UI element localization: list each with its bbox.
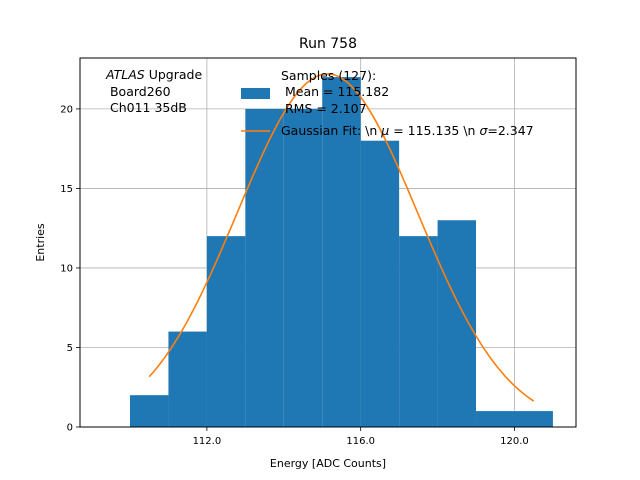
- y-axis-ticks: 0 5 10 15 20: [60, 104, 80, 434]
- x-axis-label: Energy [ADC Counts]: [270, 457, 386, 470]
- y-tick-label-0: 0: [67, 423, 73, 434]
- histogram-bar-4: [283, 108, 323, 428]
- histogram-bar-2: [206, 236, 246, 427]
- histogram-bar-1: [168, 331, 207, 427]
- legend-fit-mu-symbol: μ: [380, 123, 389, 138]
- legend-hist-label-1: Samples (127):: [281, 68, 376, 83]
- histogram-bar-5: [322, 77, 361, 427]
- chart-title: Run 758: [299, 36, 357, 52]
- histogram-bar-3: [245, 108, 284, 428]
- histogram-bar-7: [399, 236, 438, 427]
- annotation-line-2: Board260: [106, 84, 171, 99]
- annotation-line-1: ATLAS Upgrade: [105, 67, 202, 82]
- histogram-bar-10: [514, 411, 553, 427]
- y-tick-label-2: 10: [60, 263, 73, 274]
- annotation-line-3: Ch011 35dB: [106, 100, 187, 115]
- legend-hist-swatch: [241, 88, 270, 99]
- y-tick-label-4: 20: [60, 104, 73, 115]
- plot-frame: [79, 57, 577, 428]
- histogram-bar-6: [360, 140, 400, 427]
- histogram-bars: [129, 77, 553, 428]
- histogram-bar-8: [437, 220, 477, 427]
- y-tick-label-3: 15: [60, 184, 73, 195]
- legend-fit-suffix: =2.347: [487, 123, 533, 138]
- x-tick-label-1: 116.0: [346, 436, 375, 447]
- x-axis-ticks: 112.0 116.0 120.0: [193, 427, 529, 447]
- legend-fit-mid: = 115.135 \n: [389, 123, 479, 138]
- y-tick-label-1: 5: [67, 343, 73, 354]
- y-axis-label: Entries: [34, 223, 47, 262]
- legend-hist-label-3: RMS = 2.107: [281, 101, 367, 116]
- annotation-atlas: ATLAS: [105, 67, 145, 82]
- legend: Samples (127): Mean = 115.182 RMS = 2.10…: [241, 68, 534, 138]
- legend-fit-prefix: Gaussian Fit: \n: [281, 123, 381, 138]
- legend-hist-label-2: Mean = 115.182: [281, 84, 389, 99]
- x-tick-label-2: 120.0: [500, 436, 529, 447]
- experiment-annotation: ATLAS Upgrade Board260 Ch011 35dB: [105, 67, 202, 115]
- legend-fit-label: Gaussian Fit: \n μ = 115.135 \n σ=2.347: [281, 123, 534, 138]
- legend-fit-sigma-symbol: σ: [479, 123, 488, 138]
- histogram-bar-0: [129, 395, 169, 427]
- histogram-bar-9: [476, 411, 515, 427]
- x-tick-label-0: 112.0: [193, 436, 222, 447]
- fit-curve-path: [148, 73, 535, 402]
- annotation-upgrade: Upgrade: [145, 67, 203, 82]
- gaussian-fit-curve: [148, 73, 535, 402]
